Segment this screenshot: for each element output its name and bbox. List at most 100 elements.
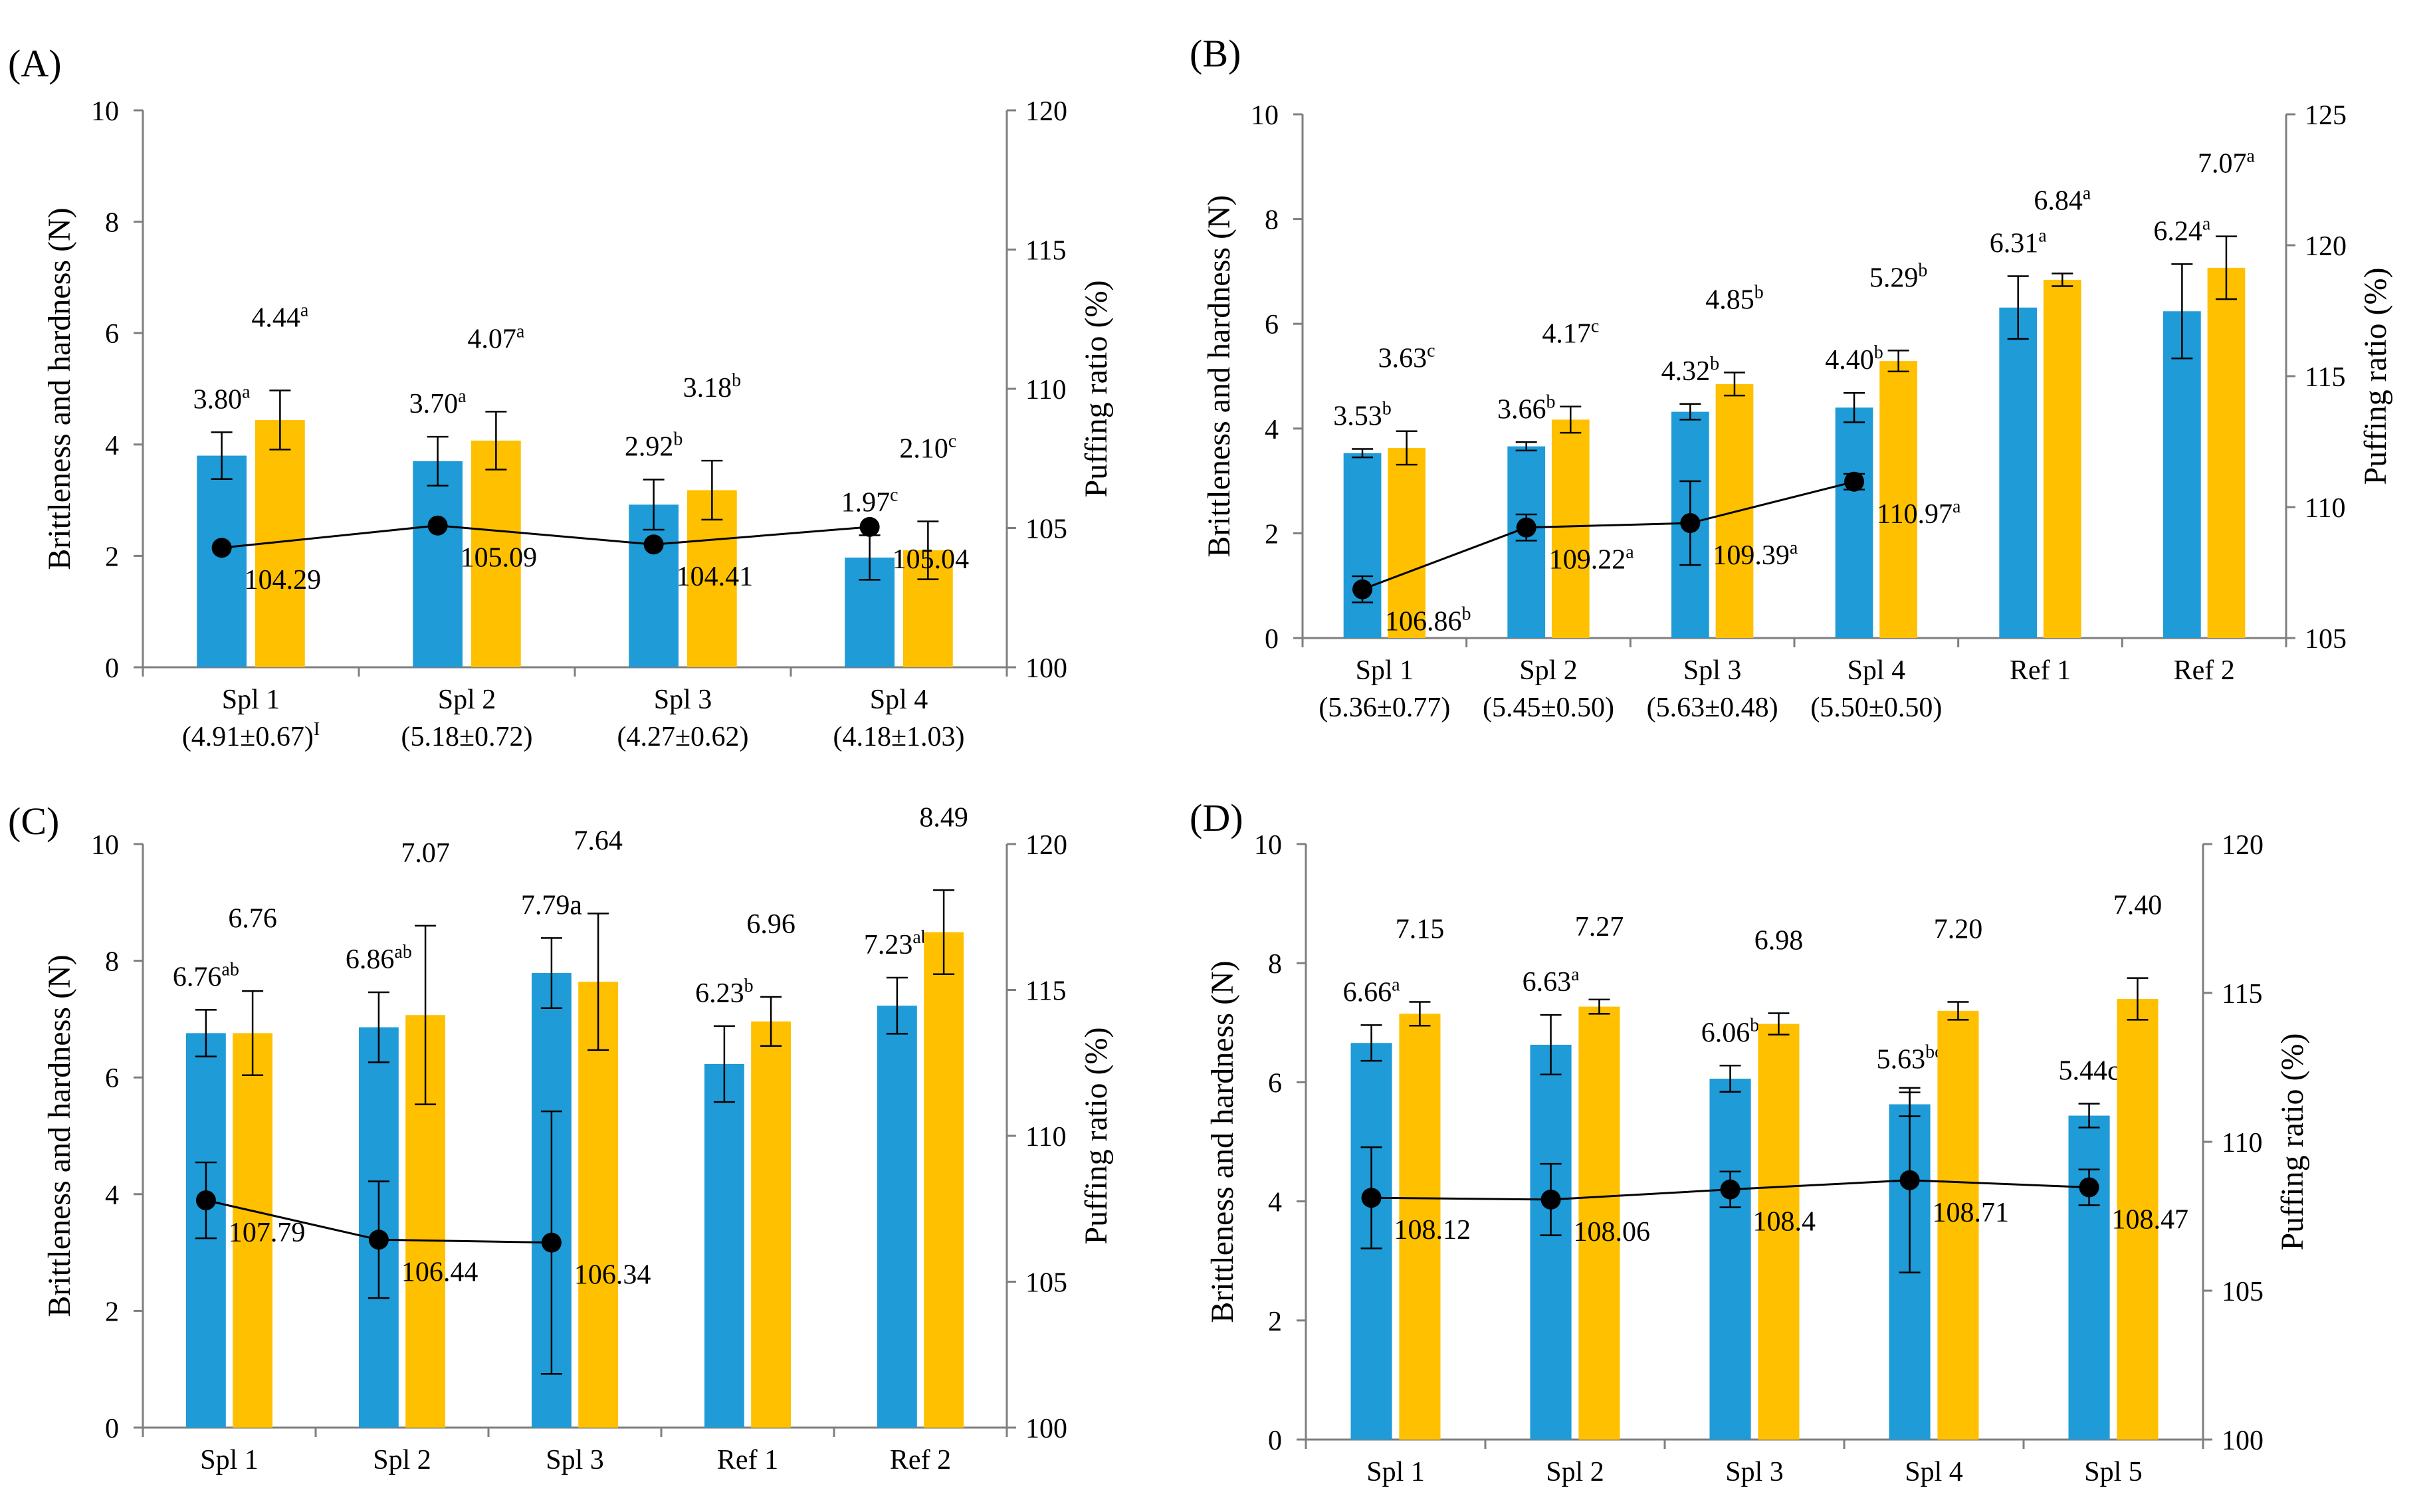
- hardness-label: 2.10c: [899, 431, 956, 464]
- error-bar: [1719, 1065, 1741, 1093]
- y2-tick-label: 115: [2222, 979, 2262, 1010]
- puffing-label-value: 105.04: [893, 544, 970, 575]
- bar-hardness-1: [233, 1033, 272, 1428]
- puffing-label-value: 105.09: [461, 543, 538, 574]
- error-bar: [1396, 430, 1418, 466]
- hardness-label-letter: a: [516, 321, 525, 342]
- hardness-label-value: 4.44: [251, 303, 300, 334]
- error-bar: [886, 976, 908, 1035]
- puffing-point: [541, 1232, 562, 1253]
- hardness-label: 7.20: [1934, 914, 1983, 944]
- hardness-label: 4.85b: [1705, 282, 1764, 315]
- hardness-label-value: 6.96: [746, 909, 795, 940]
- y2-tick-label: 120: [1025, 830, 1067, 861]
- bar-hardness-3: [1758, 1024, 1800, 1440]
- y2-tick-label: 105: [1025, 514, 1067, 545]
- brittleness-label: 3.80a: [193, 381, 251, 415]
- x-tick-label: Spl 3: [1683, 655, 1742, 686]
- puffing-label-value: 108.71: [1933, 1198, 2010, 1228]
- x-tick-label: Ref 2: [2174, 655, 2235, 686]
- puffing-label-value: 106.34: [574, 1260, 651, 1291]
- error-bar: [1409, 1001, 1431, 1027]
- y2-tick-label: 105: [2222, 1277, 2264, 1307]
- x-tick-label: Spl 1: [222, 685, 280, 715]
- x-tick-label: Spl 4: [1848, 655, 1906, 686]
- puffing-label-letter: a: [1790, 538, 1798, 558]
- puffing-label: 105.04: [893, 544, 970, 575]
- brittleness-label-value: 7.79a: [521, 890, 583, 920]
- hardness-label: 8.49: [919, 802, 968, 833]
- x-tick-label: Ref 1: [2010, 655, 2071, 686]
- brittleness-label-letter: a: [242, 381, 251, 402]
- error-bar: [1723, 372, 1745, 397]
- error-bar: [1352, 448, 1374, 459]
- y2-tick-label: 125: [2305, 100, 2347, 131]
- bar-hardness-4: [751, 1021, 791, 1428]
- error-bar: [1844, 391, 1865, 423]
- hardness-label: 7.15: [1396, 914, 1445, 944]
- hardness-label-value: 7.15: [1396, 914, 1445, 944]
- panel-label: (C): [8, 800, 59, 843]
- brittleness-label-value: 1.97: [841, 487, 891, 518]
- puffing-label-letter: a: [1626, 542, 1634, 563]
- error-bar: [2171, 263, 2193, 360]
- bar-hardness-4: [1937, 1010, 1979, 1440]
- x-tick-label: Spl 2: [373, 1445, 431, 1475]
- brittleness-label-letter: a: [2202, 213, 2211, 234]
- error-bar: [643, 479, 665, 531]
- x-tick-label: Spl 5: [2084, 1457, 2143, 1487]
- y2-axis-title: Puffing ratio (%): [1079, 1027, 1114, 1244]
- brittleness-label: 4.32b: [1661, 354, 1720, 387]
- error-bar: [427, 435, 449, 487]
- brittleness-label-value: 3.66: [1497, 394, 1546, 425]
- brittleness-label: 7.79a: [521, 890, 583, 920]
- puffing-point: [1540, 1189, 1561, 1210]
- error-bar: [368, 991, 389, 1063]
- hardness-label: 6.96: [746, 909, 795, 940]
- error-bar: [485, 411, 507, 471]
- brittleness-label: 3.53b: [1333, 399, 1392, 432]
- hardness-label-value: 7.64: [574, 825, 623, 856]
- brittleness-label-value: 3.53: [1333, 401, 1382, 432]
- hardness-label-letter: a: [300, 300, 309, 321]
- hardness-label-letter: c: [948, 431, 956, 451]
- y2-tick-label: 105: [1025, 1268, 1067, 1299]
- bar-brittleness-5: [1999, 307, 2038, 638]
- brittleness-label-letter: a: [458, 386, 467, 407]
- puffing-label-value: 108.4: [1753, 1207, 1816, 1238]
- brittleness-label-letter: a: [2038, 225, 2047, 246]
- bar-hardness-5: [2117, 998, 2159, 1440]
- y-tick-label: 6: [105, 1063, 119, 1094]
- brittleness-label: 2.92b: [625, 429, 683, 463]
- panel-label: (D): [1190, 796, 1243, 839]
- y2-tick-label: 110: [2305, 493, 2345, 524]
- hardness-label: 4.07a: [467, 321, 525, 354]
- y-tick-label: 6: [1268, 1068, 1282, 1099]
- error-bar: [760, 996, 782, 1047]
- error-bar: [242, 990, 264, 1076]
- hardness-label-letter: b: [732, 370, 741, 391]
- puffing-label-value: 104.41: [677, 562, 754, 592]
- y-tick-label: 4: [1265, 415, 1279, 445]
- brittleness-label-letter: ab: [394, 942, 411, 962]
- x-tick-label: Spl 2: [1546, 1457, 1604, 1487]
- x-tick-sublabel: (4.27±0.62): [617, 722, 748, 752]
- bar-brittleness-3: [1709, 1079, 1751, 1440]
- error-bar: [211, 431, 233, 481]
- puffing-point: [859, 516, 880, 537]
- error-bar: [1560, 405, 1582, 434]
- puffing-point: [1720, 1179, 1741, 1200]
- puffing-label: 110.97a: [1877, 496, 1961, 530]
- error-bar: [587, 913, 609, 1051]
- brittleness-label-letter: b: [1546, 391, 1555, 412]
- panel-1: (A) 0 2 4 6 8 10 100 105 110 115 120 Brittleness and…: [8, 42, 1114, 752]
- puffing-label-value: 108.06: [1574, 1217, 1651, 1247]
- bar-hardness-2: [471, 440, 521, 667]
- y2-tick-label: 120: [1025, 96, 1067, 127]
- puffing-line: [221, 524, 870, 549]
- x-tick-sublabel: (5.45±0.50): [1483, 693, 1614, 723]
- hardness-label-value: 7.07: [2198, 149, 2247, 179]
- brittleness-label-value: 5.44c: [2058, 1056, 2119, 1087]
- bar-brittleness-1: [197, 455, 247, 667]
